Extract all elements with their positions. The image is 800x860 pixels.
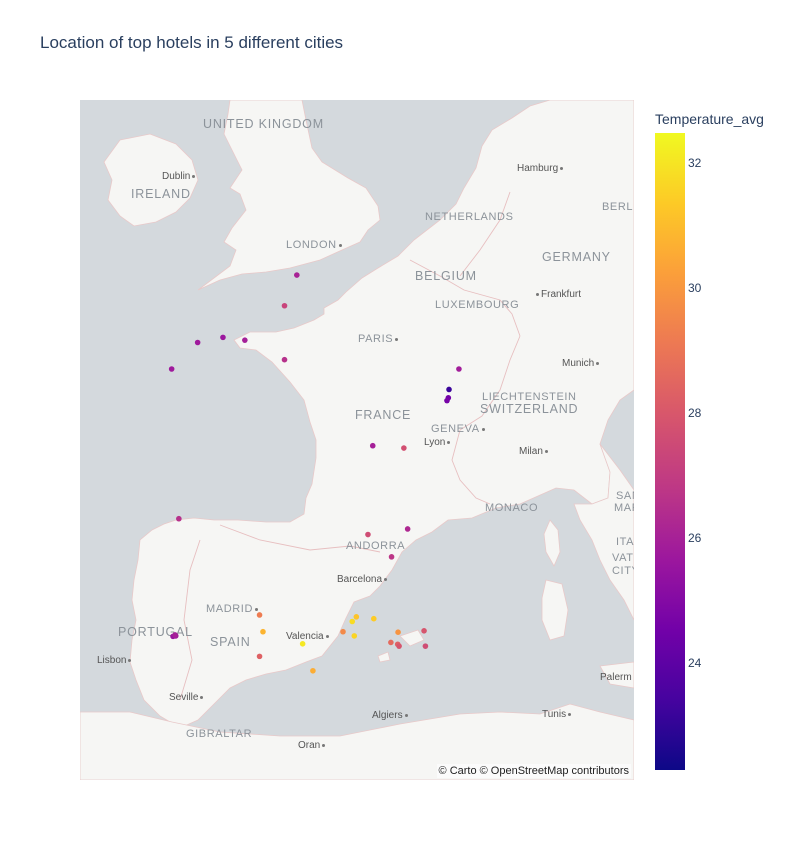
hotel-point[interactable] xyxy=(396,643,402,649)
hotel-point[interactable] xyxy=(456,366,462,372)
hotel-point[interactable] xyxy=(349,618,356,625)
label-tunis: Tunis xyxy=(542,709,573,720)
hotel-point[interactable] xyxy=(421,627,427,634)
label-san-marino: SAN xyxy=(616,490,634,502)
label-london: LONDON xyxy=(286,239,344,251)
chart-title: Location of top hotels in 5 different ci… xyxy=(40,33,344,52)
label-munich: Munich xyxy=(562,358,601,369)
hotel-point[interactable] xyxy=(353,614,360,620)
colorbar-tick: 26 xyxy=(688,530,702,545)
hotel-point[interactable] xyxy=(281,302,288,309)
hotel-point[interactable] xyxy=(370,615,377,622)
label-belgium: BELGIUM xyxy=(415,269,477,283)
hotel-point[interactable] xyxy=(395,629,401,635)
hotel-points-layer xyxy=(168,272,462,674)
label-lyon: Lyon xyxy=(424,437,452,448)
colorbar-tick: 28 xyxy=(688,406,702,421)
label-dublin: Dublin xyxy=(162,171,197,182)
hotel-point[interactable] xyxy=(176,515,182,522)
label-italy: ITAL xyxy=(616,536,634,548)
colorbar-tick: 32 xyxy=(688,156,702,171)
label-algiers: Algiers xyxy=(372,710,410,721)
hotel-point[interactable] xyxy=(168,366,175,372)
hotel-point[interactable] xyxy=(388,639,394,646)
hotel-point[interactable] xyxy=(401,445,407,451)
hotel-point[interactable] xyxy=(310,667,316,674)
hotel-point[interactable] xyxy=(446,386,452,393)
colorbar-title: Temperature_avg xyxy=(655,111,764,127)
hotel-point[interactable] xyxy=(369,442,376,449)
basemap xyxy=(80,100,634,780)
hotel-point[interactable] xyxy=(256,612,263,618)
label-vatican: VATICA xyxy=(612,552,634,564)
hotel-point[interactable] xyxy=(256,653,263,660)
label-oran: Oran xyxy=(298,740,327,751)
label-andorra: ANDORRA xyxy=(346,540,406,552)
hotel-point[interactable] xyxy=(260,628,266,635)
hotel-point[interactable] xyxy=(172,632,178,638)
hotel-point[interactable] xyxy=(422,643,429,649)
hotel-point[interactable] xyxy=(294,272,300,278)
label-monaco: MONACO xyxy=(485,502,539,514)
hotel-point[interactable] xyxy=(365,531,371,538)
label-valencia: Valencia xyxy=(286,631,331,642)
label-barcelona: Barcelona xyxy=(337,574,389,585)
hotel-point[interactable] xyxy=(194,339,201,346)
map-panel[interactable]: UNITED KINGDOM IRELAND NETHERLANDS BELGI… xyxy=(80,100,634,780)
label-lisbon: Lisbon xyxy=(97,655,133,666)
hotel-point[interactable] xyxy=(340,628,346,635)
label-luxembourg: LUXEMBOURG xyxy=(435,299,520,311)
hotel-point[interactable] xyxy=(351,633,358,639)
hotel-point[interactable] xyxy=(299,641,306,647)
colorbar-tick: 24 xyxy=(688,655,702,670)
hotel-point[interactable] xyxy=(220,334,226,341)
label-switzerland: SWITZERLAND xyxy=(480,402,579,416)
hotel-point[interactable] xyxy=(444,397,450,404)
label-berlin: BERLI xyxy=(602,201,634,213)
label-spain: SPAIN xyxy=(210,635,251,649)
hotel-point[interactable] xyxy=(388,554,395,560)
hotel-point[interactable] xyxy=(281,356,288,363)
colorbar-tick: 30 xyxy=(688,281,702,296)
label-hamburg: Hamburg xyxy=(517,163,565,174)
label-milan: Milan xyxy=(519,446,550,457)
hotel-point[interactable] xyxy=(404,526,411,532)
label-uk: UNITED KINGDOM xyxy=(203,117,324,131)
label-france: FRANCE xyxy=(355,408,412,422)
label-geneva: GENEVA xyxy=(431,423,487,435)
label-liechtenstein: LIECHTENSTEIN xyxy=(482,391,577,403)
label-ireland: IRELAND xyxy=(131,187,191,201)
label-germany: GERMANY xyxy=(542,250,611,264)
colorbar xyxy=(655,133,685,770)
label-paris: PARIS xyxy=(358,333,400,345)
label-vatican-2: CITY xyxy=(612,565,634,577)
label-netherlands: NETHERLANDS xyxy=(425,211,514,223)
label-palermo: Palerm xyxy=(600,672,632,683)
label-san-marino-2: MARI xyxy=(614,502,634,514)
label-frankfurt: Frankfurt xyxy=(534,289,581,300)
hotel-point[interactable] xyxy=(242,337,248,343)
label-gibraltar: GIBRALTAR xyxy=(186,728,253,740)
map-attribution[interactable]: © Carto © OpenStreetMap contributors xyxy=(436,764,631,778)
label-seville: Seville xyxy=(169,692,205,703)
label-madrid: MADRID xyxy=(206,603,260,615)
